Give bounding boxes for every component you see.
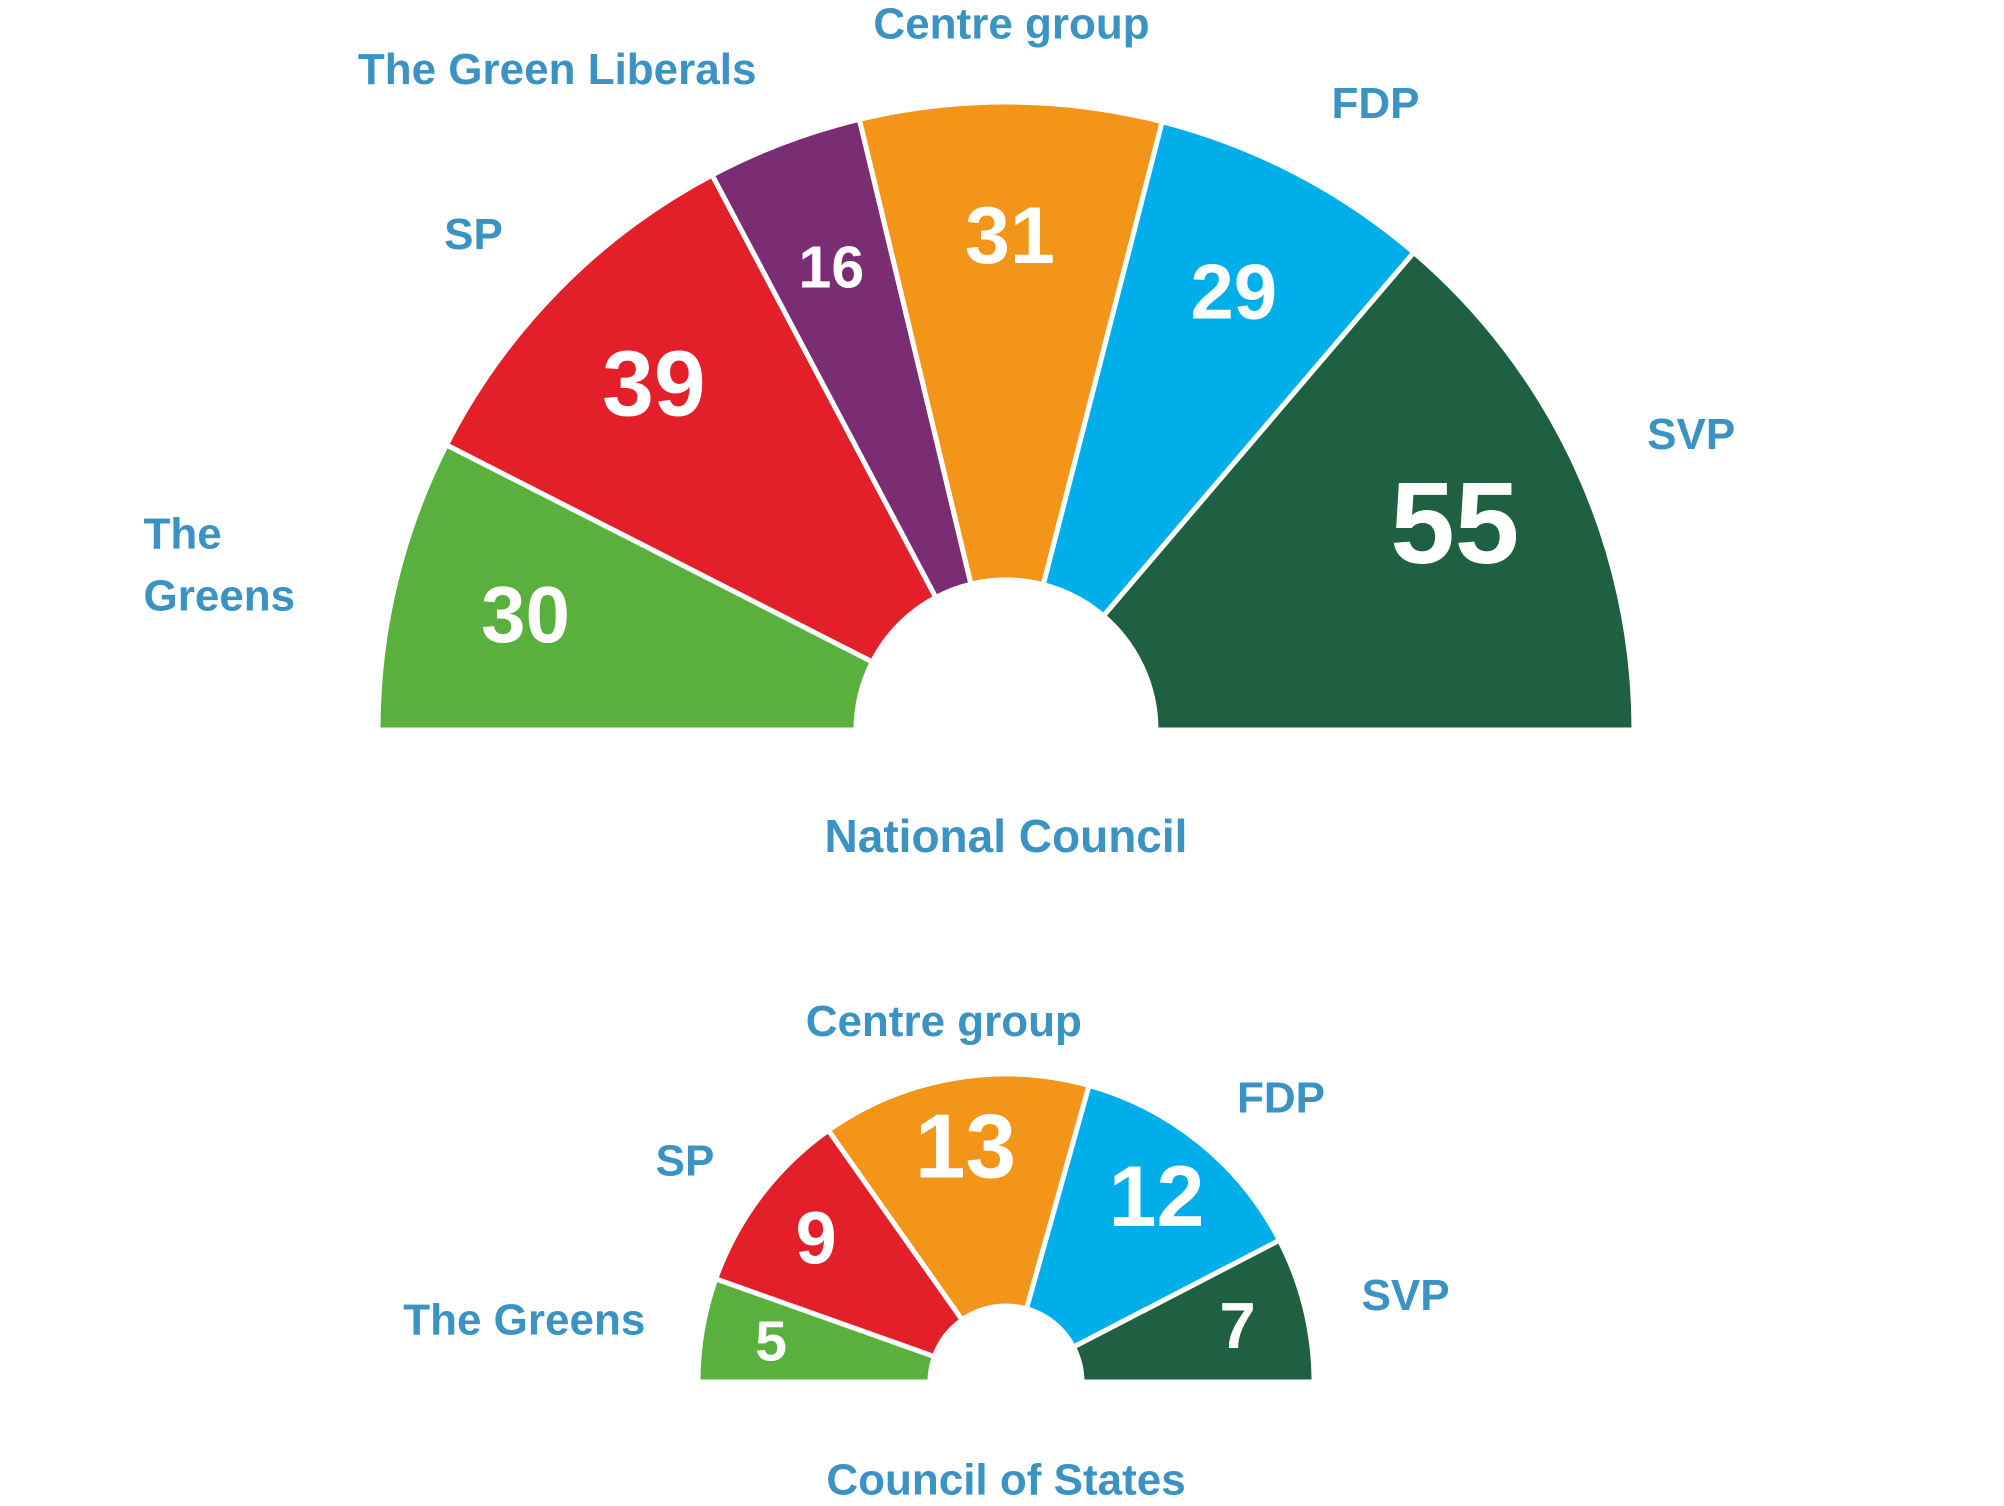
- party-label-sp: SP: [444, 210, 503, 259]
- party-label-the-greens: The Greens: [403, 1295, 645, 1344]
- council-of-states-chart: 5 The Greens 9 SP 13 Centre group 12 FDP 7 SVP Cou…: [403, 997, 1449, 1505]
- chart-title-national-council: National Council: [825, 810, 1188, 862]
- seat-count-centre-group: 31: [965, 191, 1055, 281]
- seat-wedge-centre-group: [824, 1071, 1093, 1324]
- seat-wedge-svp: [1099, 248, 1637, 733]
- seat-count-fdp: 29: [1190, 247, 1277, 335]
- seat-count-the-greens: 30: [481, 570, 570, 659]
- seat-count-centre-group: 13: [915, 1097, 1016, 1198]
- seat-count-fdp: 12: [1109, 1149, 1205, 1245]
- seat-wedge-sp: [712, 1126, 966, 1360]
- party-label-fdp: FDP: [1331, 79, 1419, 128]
- seat-wedge-fdp: [1023, 1082, 1283, 1351]
- seat-count-svp: 7: [1220, 1289, 1256, 1362]
- seat-count-sp: 9: [795, 1196, 836, 1279]
- seat-count-the-greens: 5: [755, 1309, 787, 1373]
- party-label-the-green-liberals: The Green Liberals: [358, 45, 757, 94]
- seat-wedge-sp: [443, 171, 940, 666]
- party-label-svp: SVP: [1362, 1271, 1450, 1320]
- seat-wedge-fdp: [1040, 118, 1418, 620]
- seat-wedge-the-greens: [375, 441, 876, 733]
- seat-wedge-centre-group: [856, 99, 1166, 588]
- party-label-sp: SP: [656, 1136, 715, 1185]
- party-label-centre-group: Centre group: [873, 0, 1149, 49]
- party-label-centre-group: Centre group: [806, 997, 1082, 1046]
- party-label-the-greens: The Greens: [144, 510, 296, 621]
- seat-wedge-svp: [1070, 1236, 1317, 1385]
- chart-title-council-of-states: Council of States: [826, 1456, 1185, 1505]
- seat-count-svp: 55: [1390, 458, 1519, 588]
- seat-count-sp: 39: [602, 331, 705, 435]
- party-label-fdp: FDP: [1237, 1074, 1325, 1123]
- party-label-svp: SVP: [1647, 410, 1735, 459]
- seat-count-the-green-liberals: 16: [799, 235, 865, 301]
- national-council-chart: 30 The Greens 39 SP 16 The Green Liberals 31 Cen…: [144, 0, 1736, 862]
